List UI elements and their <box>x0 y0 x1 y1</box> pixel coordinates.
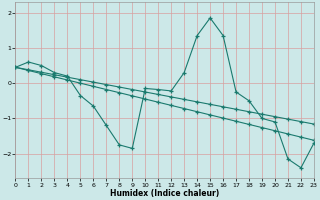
X-axis label: Humidex (Indice chaleur): Humidex (Indice chaleur) <box>110 189 219 198</box>
